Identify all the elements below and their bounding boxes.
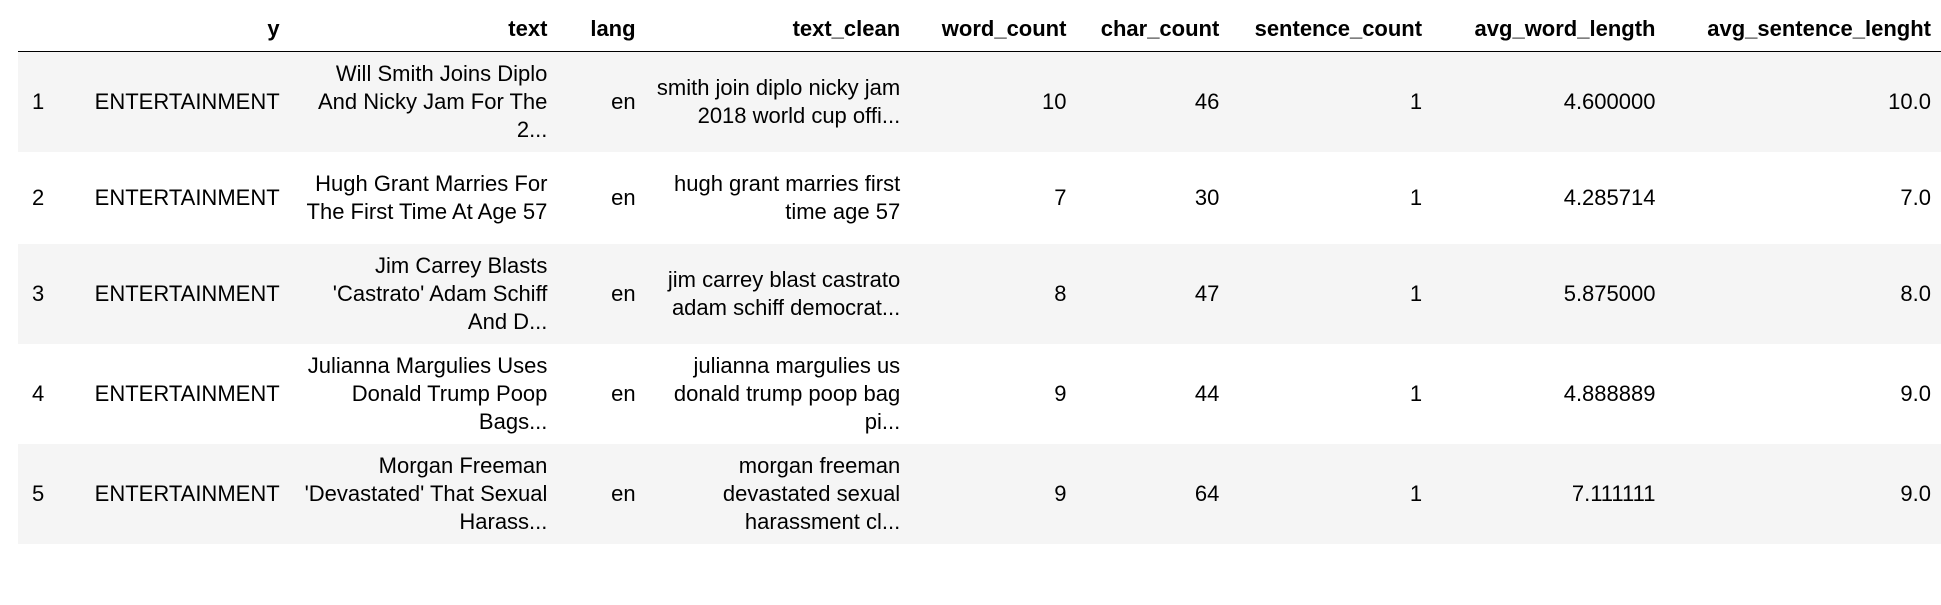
header-index bbox=[18, 8, 52, 52]
cell-avg-sentence-lenght: 10.0 bbox=[1888, 89, 1931, 114]
cell-sentence-count: 1 bbox=[1409, 281, 1423, 306]
cell-word-count: 9 bbox=[1054, 381, 1067, 406]
row-index: 4 bbox=[32, 381, 45, 406]
cell-lang: en bbox=[611, 185, 636, 210]
cell-text-clean: smith join diplo nicky jam 2018 world cu… bbox=[656, 75, 901, 128]
cell-y: ENTERTAINMENT bbox=[94, 185, 280, 210]
cell-sentence-count: 1 bbox=[1409, 381, 1423, 406]
header-sentence-count: sentence_count bbox=[1254, 16, 1423, 41]
cell-avg-sentence-lenght: 9.0 bbox=[1900, 481, 1931, 506]
cell-text: Julianna Margulies Uses Donald Trump Poo… bbox=[307, 353, 548, 434]
cell-avg-word-length: 5.875000 bbox=[1563, 281, 1656, 306]
table-header: y text lang text_clean word_count char_c… bbox=[18, 8, 1941, 52]
cell-text: Hugh Grant Marries For The First Time At… bbox=[306, 171, 548, 224]
table-body: 1 ENTERTAINMENT Will Smith Joins Diplo A… bbox=[18, 51, 1941, 544]
cell-y: ENTERTAINMENT bbox=[94, 381, 280, 406]
dataframe-table: y text lang text_clean word_count char_c… bbox=[18, 8, 1941, 544]
cell-text-clean: morgan freeman devastated sexual harassm… bbox=[722, 453, 901, 534]
row-index: 3 bbox=[32, 281, 45, 306]
row-index: 5 bbox=[32, 481, 45, 506]
cell-char-count: 46 bbox=[1194, 89, 1220, 114]
table-row: 4 ENTERTAINMENT Julianna Margulies Uses … bbox=[18, 344, 1941, 444]
cell-text: Morgan Freeman 'Devastated' That Sexual … bbox=[304, 453, 548, 534]
cell-y: ENTERTAINMENT bbox=[94, 281, 280, 306]
header-char-count: char_count bbox=[1100, 16, 1220, 41]
cell-char-count: 47 bbox=[1194, 281, 1220, 306]
cell-sentence-count: 1 bbox=[1409, 89, 1423, 114]
cell-lang: en bbox=[611, 281, 636, 306]
cell-word-count: 7 bbox=[1054, 185, 1067, 210]
row-index: 2 bbox=[32, 185, 45, 210]
cell-word-count: 10 bbox=[1041, 89, 1067, 114]
header-row: y text lang text_clean word_count char_c… bbox=[18, 8, 1941, 52]
header-text-clean: text_clean bbox=[792, 16, 901, 41]
cell-word-count: 9 bbox=[1054, 481, 1067, 506]
cell-lang: en bbox=[611, 381, 636, 406]
header-avg-sentence-lenght: avg_sentence_lenght bbox=[1707, 16, 1931, 41]
row-index: 1 bbox=[32, 89, 45, 114]
cell-sentence-count: 1 bbox=[1409, 481, 1423, 506]
cell-char-count: 64 bbox=[1194, 481, 1220, 506]
cell-text-clean: julianna margulies us donald trump poop … bbox=[673, 353, 901, 434]
dataframe-output: y text lang text_clean word_count char_c… bbox=[18, 8, 1941, 544]
cell-sentence-count: 1 bbox=[1409, 185, 1423, 210]
cell-avg-sentence-lenght: 8.0 bbox=[1900, 281, 1931, 306]
header-word-count: word_count bbox=[941, 16, 1067, 41]
header-avg-word-length: avg_word_length bbox=[1474, 16, 1656, 41]
header-text: text bbox=[508, 16, 548, 41]
cell-text-clean: jim carrey blast castrato adam schiff de… bbox=[667, 267, 901, 320]
cell-avg-sentence-lenght: 7.0 bbox=[1900, 185, 1931, 210]
cell-lang: en bbox=[611, 481, 636, 506]
cell-avg-sentence-lenght: 9.0 bbox=[1900, 381, 1931, 406]
cell-y: ENTERTAINMENT bbox=[94, 481, 280, 506]
cell-text: Will Smith Joins Diplo And Nicky Jam For… bbox=[317, 61, 548, 142]
cell-text: Jim Carrey Blasts 'Castrato' Adam Schiff… bbox=[332, 253, 548, 334]
cell-avg-word-length: 4.285714 bbox=[1563, 185, 1656, 210]
cell-avg-word-length: 7.111111 bbox=[1571, 481, 1656, 506]
header-lang: lang bbox=[590, 16, 636, 41]
header-y: y bbox=[267, 16, 280, 41]
cell-avg-word-length: 4.600000 bbox=[1563, 89, 1656, 114]
cell-char-count: 44 bbox=[1194, 381, 1220, 406]
cell-char-count: 30 bbox=[1194, 185, 1220, 210]
table-row: 5 ENTERTAINMENT Morgan Freeman 'Devastat… bbox=[18, 444, 1941, 544]
cell-text-clean: hugh grant marries first time age 57 bbox=[673, 171, 901, 224]
cell-lang: en bbox=[611, 89, 636, 114]
cell-y: ENTERTAINMENT bbox=[94, 89, 280, 114]
table-row: 1 ENTERTAINMENT Will Smith Joins Diplo A… bbox=[18, 51, 1941, 152]
table-row: 2 ENTERTAINMENT Hugh Grant Marries For T… bbox=[18, 152, 1941, 244]
cell-avg-word-length: 4.888889 bbox=[1563, 381, 1656, 406]
table-row: 3 ENTERTAINMENT Jim Carrey Blasts 'Castr… bbox=[18, 244, 1941, 344]
cell-word-count: 8 bbox=[1054, 281, 1067, 306]
